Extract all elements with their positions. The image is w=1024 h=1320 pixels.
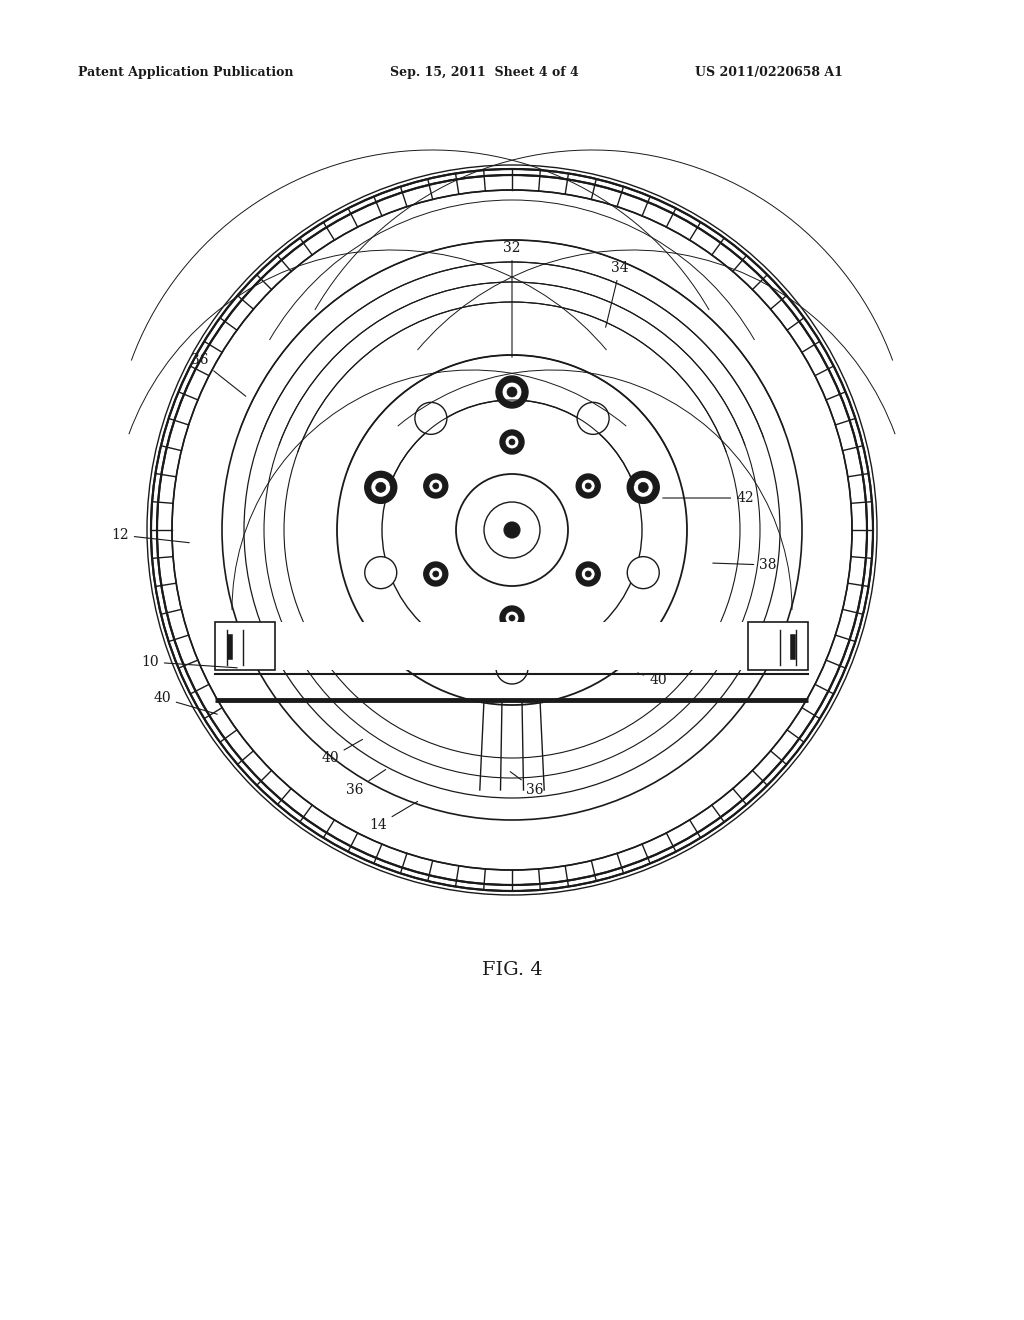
Circle shape [424, 562, 447, 586]
Text: 40: 40 [322, 739, 362, 766]
Circle shape [496, 376, 528, 408]
Circle shape [628, 471, 659, 503]
Circle shape [577, 562, 600, 586]
Circle shape [507, 387, 517, 397]
Text: 36: 36 [346, 770, 386, 797]
Text: 10: 10 [141, 655, 238, 669]
Circle shape [365, 557, 396, 589]
Circle shape [151, 169, 873, 891]
Circle shape [429, 568, 442, 581]
Circle shape [628, 557, 659, 589]
Text: US 2011/0220658 A1: US 2011/0220658 A1 [695, 66, 843, 79]
Text: 34: 34 [605, 261, 629, 327]
Polygon shape [748, 622, 808, 671]
Text: 36: 36 [510, 772, 544, 797]
Circle shape [456, 474, 568, 586]
Circle shape [371, 478, 391, 498]
Bar [275, 622, 748, 671]
Circle shape [585, 572, 591, 577]
Circle shape [577, 474, 600, 498]
Text: 40: 40 [154, 690, 217, 714]
Circle shape [500, 606, 524, 630]
Text: Patent Application Publication: Patent Application Publication [78, 66, 294, 79]
Circle shape [337, 355, 687, 705]
Circle shape [424, 474, 447, 498]
Circle shape [585, 483, 591, 488]
Circle shape [496, 652, 528, 684]
Circle shape [484, 502, 540, 558]
Text: 42: 42 [663, 491, 754, 506]
Circle shape [415, 626, 446, 657]
Circle shape [509, 440, 515, 445]
Circle shape [284, 302, 740, 758]
Text: 32: 32 [503, 242, 521, 358]
Polygon shape [215, 622, 275, 671]
Text: 36: 36 [191, 352, 246, 396]
Text: 12: 12 [112, 528, 189, 543]
Circle shape [509, 615, 515, 620]
Circle shape [147, 165, 877, 895]
Text: 38: 38 [713, 558, 777, 572]
Circle shape [505, 436, 519, 449]
Circle shape [415, 403, 446, 434]
Circle shape [502, 381, 522, 403]
Circle shape [433, 483, 439, 488]
Circle shape [633, 478, 653, 498]
Circle shape [582, 568, 595, 581]
Circle shape [222, 240, 802, 820]
Circle shape [244, 261, 780, 799]
Circle shape [500, 430, 524, 454]
Circle shape [365, 471, 396, 503]
Circle shape [376, 482, 386, 492]
Circle shape [504, 521, 520, 539]
Circle shape [582, 479, 595, 492]
Circle shape [382, 400, 642, 660]
Circle shape [429, 479, 442, 492]
Text: Sep. 15, 2011  Sheet 4 of 4: Sep. 15, 2011 Sheet 4 of 4 [390, 66, 579, 79]
Circle shape [433, 572, 439, 577]
Circle shape [638, 482, 648, 492]
Circle shape [588, 636, 598, 647]
Circle shape [421, 632, 441, 652]
Circle shape [583, 632, 603, 652]
Circle shape [426, 636, 436, 647]
Circle shape [505, 611, 519, 624]
Text: 14: 14 [369, 801, 418, 832]
Circle shape [578, 403, 609, 434]
Text: 40: 40 [638, 673, 667, 686]
Circle shape [264, 282, 760, 777]
Text: FIG. 4: FIG. 4 [481, 961, 543, 979]
Circle shape [578, 626, 609, 657]
